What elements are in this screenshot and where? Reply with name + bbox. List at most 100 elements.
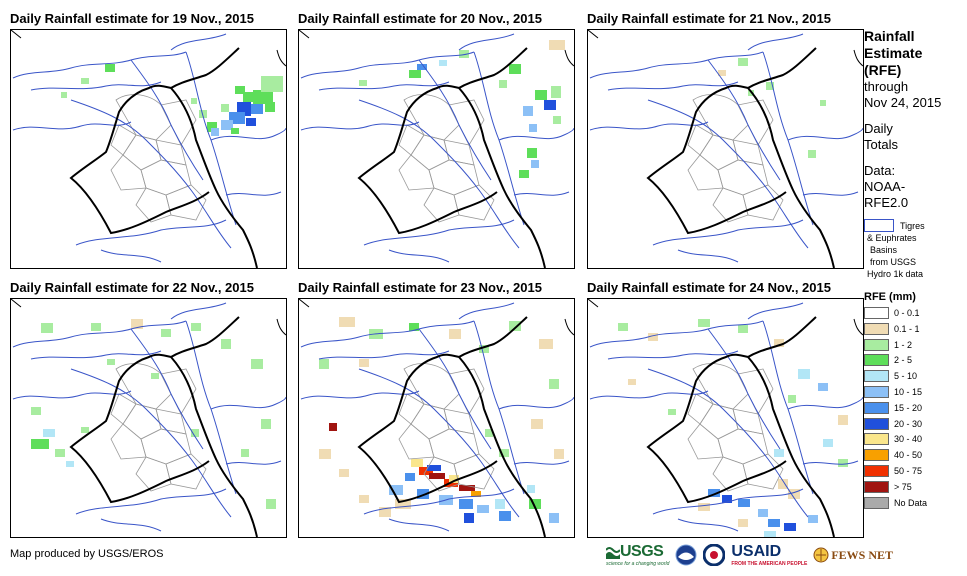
legend-swatch bbox=[864, 354, 889, 367]
province-boundary bbox=[692, 94, 749, 141]
rainfall-cell bbox=[319, 449, 331, 459]
fewsnet-logo-text: FEWS NET bbox=[831, 547, 893, 562]
rainfall-cell bbox=[409, 323, 419, 331]
rainfall-cell bbox=[628, 379, 636, 385]
basin-legend: Tigres & Euphrates Basins from USGS Hydr… bbox=[864, 219, 964, 283]
neighbor-border bbox=[11, 299, 286, 336]
rainfall-cell bbox=[838, 459, 848, 467]
basin-boundary bbox=[498, 127, 574, 141]
rainfall-cell bbox=[265, 102, 275, 112]
rainfall-cell bbox=[784, 523, 796, 531]
rainfall-cell bbox=[838, 415, 848, 425]
province-boundary bbox=[687, 423, 724, 460]
rainfall-cell bbox=[131, 319, 143, 329]
basin-boundary bbox=[225, 460, 282, 465]
rainfall-cell bbox=[766, 82, 774, 90]
province-boundary bbox=[717, 428, 769, 465]
rainfall-cell bbox=[261, 76, 283, 92]
province-boundary bbox=[110, 124, 137, 156]
usgs-logo-text: USGS bbox=[620, 543, 664, 560]
rainfall-cell bbox=[151, 373, 159, 379]
basin-boundary bbox=[418, 328, 492, 450]
basin-boundary bbox=[677, 518, 739, 532]
province-boundary bbox=[423, 187, 460, 223]
legend-label: 20 - 30 bbox=[894, 418, 923, 429]
rainfall-cell bbox=[429, 473, 445, 479]
legend-label: 0 - 0.1 bbox=[894, 308, 920, 318]
basin-boundary bbox=[75, 488, 227, 515]
basin-line-3: Basins bbox=[870, 245, 898, 255]
legend-item: 40 - 50 bbox=[864, 448, 922, 462]
basin-boundary bbox=[589, 320, 764, 348]
basin-boundary bbox=[75, 219, 227, 246]
map-24nov bbox=[588, 299, 863, 537]
rainfall-cell bbox=[241, 449, 249, 457]
province-boundary bbox=[692, 363, 749, 410]
rainfall-cell bbox=[551, 86, 561, 98]
map-20nov bbox=[299, 30, 574, 268]
legend-item: 10 - 15 bbox=[864, 385, 922, 399]
legend-swatch bbox=[864, 338, 889, 351]
panel-title-19nov: Daily Rainfall estimate for 19 Nov., 201… bbox=[10, 11, 254, 26]
basin-boundary bbox=[300, 121, 420, 131]
legend-label: 15 - 20 bbox=[894, 402, 923, 413]
rainfall-cell bbox=[698, 503, 710, 511]
rainfall-cell bbox=[231, 128, 239, 134]
province-boundary bbox=[110, 154, 147, 191]
sidebar-totals: Totals bbox=[864, 137, 898, 152]
rainfall-cell bbox=[479, 345, 489, 353]
rainfall-cell bbox=[758, 509, 768, 517]
basin-boundary bbox=[12, 390, 132, 400]
rainfall-cell bbox=[31, 407, 41, 415]
rainfall-cell bbox=[554, 449, 564, 459]
legend-label: No Data bbox=[894, 497, 928, 508]
rainfall-cell bbox=[243, 92, 261, 102]
rainfall-cell bbox=[531, 160, 539, 168]
country-border bbox=[357, 47, 546, 268]
rainfall-cell bbox=[221, 120, 233, 130]
rainfall-cell bbox=[798, 369, 810, 379]
rainfall-cell bbox=[738, 519, 748, 527]
legend-item: 50 - 75 bbox=[864, 464, 922, 478]
province-boundary bbox=[410, 134, 450, 171]
basin-boundary bbox=[210, 127, 286, 141]
rainfall-cell bbox=[339, 469, 349, 477]
rainfall-cell bbox=[235, 86, 245, 94]
neighbor-border bbox=[11, 30, 286, 67]
rainfall-cell bbox=[61, 92, 67, 98]
rainfall-cell bbox=[527, 485, 535, 493]
legend-swatch bbox=[864, 322, 889, 335]
usaid-logo-text: USAID bbox=[731, 543, 782, 560]
province-boundary bbox=[712, 187, 749, 223]
basin-boundary bbox=[225, 191, 282, 196]
rainfall-cell bbox=[764, 531, 776, 537]
rainfall-cell bbox=[105, 64, 115, 72]
legend-swatch bbox=[864, 307, 889, 319]
legend-swatch bbox=[864, 496, 889, 509]
legend-item: No Data bbox=[864, 496, 927, 510]
basin-boundary bbox=[652, 488, 804, 515]
rainfall-cell bbox=[329, 423, 337, 431]
rainfall-cell bbox=[535, 90, 547, 100]
legend-label: > 75 bbox=[894, 481, 912, 492]
usgs-tagline: science for a changing world bbox=[606, 561, 670, 567]
sidebar-title-2: Estimate bbox=[864, 45, 923, 61]
rainfall-cell bbox=[648, 333, 658, 341]
rainfall-cell bbox=[499, 511, 511, 521]
basin-boundary bbox=[70, 368, 232, 518]
country-border bbox=[646, 316, 835, 537]
province-boundary bbox=[717, 159, 769, 196]
rainfall-cell bbox=[66, 461, 74, 467]
rainfall-cell bbox=[527, 148, 537, 158]
legend-label: 30 - 40 bbox=[894, 434, 923, 445]
basin-boundary bbox=[130, 59, 204, 181]
basin-boundary bbox=[589, 51, 764, 79]
basin-line-4: from USGS bbox=[870, 257, 917, 267]
rainfall-cell bbox=[808, 515, 818, 523]
legend-label: 10 - 15 bbox=[894, 387, 923, 397]
legend-item: 20 - 30 bbox=[864, 417, 922, 431]
province-boundary bbox=[135, 456, 172, 492]
basin-line-5: Hydro 1k data bbox=[867, 269, 924, 279]
basin-boundary bbox=[513, 460, 570, 465]
province-boundary bbox=[699, 403, 739, 440]
